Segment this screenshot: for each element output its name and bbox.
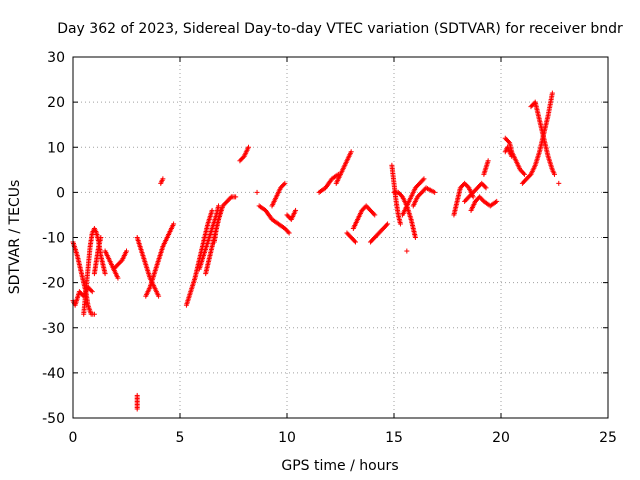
- chart-title: Day 362 of 2023, Sidereal Day-to-day VTE…: [57, 21, 623, 37]
- grid-lines: [73, 57, 608, 418]
- data-point: [398, 193, 404, 199]
- data-point: [397, 221, 403, 227]
- data-point: [485, 158, 491, 164]
- x-tick-label: 15: [385, 430, 403, 446]
- data-point: [118, 258, 124, 264]
- data-point: [115, 275, 121, 281]
- data-point: [522, 171, 528, 177]
- data-point: [282, 180, 288, 186]
- data-point: [160, 176, 166, 182]
- data-point: [412, 235, 418, 240]
- data-point: [509, 153, 515, 159]
- x-tick-label: 5: [176, 430, 185, 446]
- y-axis-label: SDTVAR / TECUs: [7, 180, 23, 295]
- data-point: [432, 189, 438, 195]
- data-point: [421, 176, 427, 182]
- data-point: [556, 180, 562, 186]
- data-point: [98, 235, 104, 240]
- y-tick-label: 10: [47, 140, 65, 156]
- data-point: [384, 222, 390, 228]
- data-point: [156, 293, 162, 299]
- x-tick-label: 20: [492, 430, 510, 446]
- data-point: [482, 184, 488, 190]
- data-point: [385, 221, 391, 227]
- y-tick-label: -10: [42, 231, 65, 247]
- data-point: [351, 238, 357, 244]
- y-tick-label: -30: [42, 321, 65, 337]
- data-point: [372, 212, 378, 218]
- data-point: [124, 248, 129, 254]
- data-point: [527, 172, 533, 178]
- data-point: [494, 198, 500, 204]
- x-tick-label: 10: [278, 430, 296, 446]
- data-point: [88, 288, 94, 294]
- y-tick-label: -20: [42, 276, 65, 292]
- data-points: [70, 90, 562, 412]
- data-point: [483, 185, 489, 191]
- data-point: [465, 184, 471, 190]
- y-tick-labels: -50 -40 -30 -20 -10 0 10 20 30: [42, 50, 65, 427]
- data-point: [348, 149, 354, 155]
- data-point: [420, 177, 426, 183]
- data-point: [520, 170, 526, 176]
- data-point: [216, 203, 222, 209]
- data-point: [352, 239, 358, 245]
- data-point: [552, 171, 557, 177]
- x-tick-label: 25: [599, 430, 617, 446]
- data-point: [281, 181, 287, 187]
- y-tick-label: 30: [47, 50, 65, 66]
- data-point: [254, 189, 260, 195]
- data-point: [227, 195, 233, 201]
- data-point: [505, 139, 511, 145]
- data-point: [209, 207, 215, 213]
- x-axis-label: GPS time / hours: [281, 458, 398, 474]
- data-point: [240, 154, 246, 160]
- plot-frame: [72, 56, 609, 419]
- y-tick-label: -40: [42, 366, 65, 382]
- data-point: [404, 248, 410, 254]
- data-point: [171, 221, 177, 227]
- y-tick-label: 0: [56, 185, 65, 201]
- y-tick-label: -50: [42, 411, 65, 427]
- data-point: [102, 271, 108, 277]
- data-point: [286, 230, 292, 236]
- y-tick-label: 20: [47, 95, 65, 111]
- data-point: [91, 311, 97, 317]
- data-point: [134, 406, 140, 412]
- data-point: [371, 211, 377, 217]
- data-point: [245, 144, 251, 150]
- x-tick-label: 0: [69, 430, 78, 446]
- data-point: [549, 90, 555, 96]
- data-point: [218, 207, 224, 213]
- data-point: [89, 289, 95, 295]
- data-point: [285, 229, 291, 235]
- data-point: [293, 207, 299, 213]
- data-point: [233, 194, 239, 200]
- x-tick-labels: 0 5 10 15 20 25: [69, 430, 617, 446]
